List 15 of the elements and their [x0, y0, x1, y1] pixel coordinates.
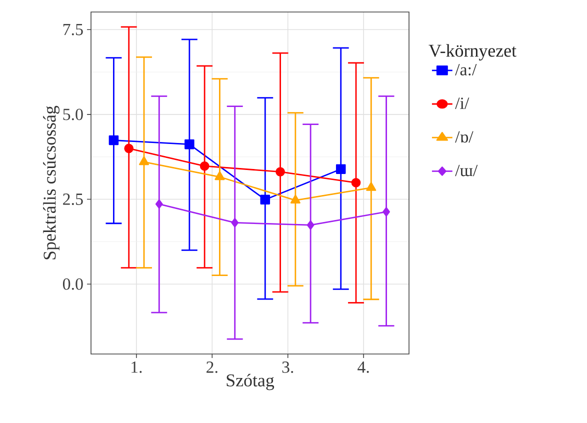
x-tick-label: 1.	[132, 361, 142, 373]
x-tick-label: 2.	[206, 362, 218, 373]
legend-label: /i/	[455, 98, 470, 110]
legend-label: /ɯ/	[455, 164, 478, 176]
x-tick-label: 3.	[282, 362, 294, 373]
legend-title: V-környezet	[428, 44, 516, 60]
x-tick-label: 4.	[358, 362, 369, 373]
y-tick-label: 7.5	[63, 24, 83, 36]
y-tick-label: 5.0	[63, 108, 83, 120]
y-tick-label: 0.0	[62, 278, 83, 290]
y-tick-label: 2.5	[63, 194, 83, 205]
y-axis-title: Spektrális csúcsosság	[43, 106, 60, 260]
legend-label: /a:/	[455, 64, 477, 76]
x-axis-title: Szótag	[226, 374, 274, 390]
legend-label: /ɒ/	[455, 131, 474, 143]
